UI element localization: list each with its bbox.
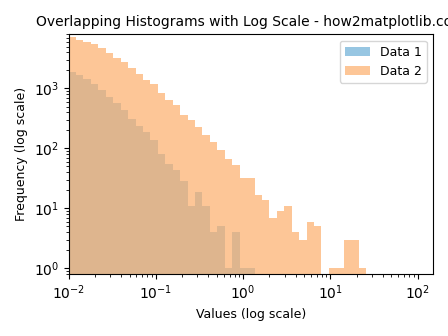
Bar	[165, 100, 172, 336]
Bar	[210, 142, 217, 336]
Bar	[69, 72, 76, 336]
X-axis label: Values (log scale): Values (log scale)	[196, 308, 306, 321]
Bar	[83, 42, 91, 336]
Bar	[180, 115, 188, 336]
Bar	[106, 97, 113, 336]
Bar	[121, 62, 128, 336]
Bar	[172, 106, 180, 336]
Bar	[83, 79, 91, 336]
Bar	[232, 165, 240, 336]
Bar	[351, 240, 359, 336]
Bar	[195, 127, 202, 336]
Bar	[277, 211, 284, 336]
Bar	[76, 75, 83, 336]
Bar	[225, 159, 232, 336]
Bar	[151, 84, 158, 336]
Bar	[217, 150, 225, 336]
Bar	[284, 206, 292, 336]
Bar	[240, 268, 247, 336]
Bar	[247, 178, 254, 336]
Bar	[151, 140, 158, 336]
Y-axis label: Frequency (log scale): Frequency (log scale)	[15, 87, 28, 221]
Bar	[143, 132, 151, 336]
Bar	[91, 44, 98, 336]
Bar	[262, 200, 269, 336]
Bar	[336, 268, 344, 336]
Bar	[306, 222, 314, 336]
Bar	[135, 126, 143, 336]
Bar	[210, 232, 217, 336]
Bar	[158, 93, 165, 336]
Bar	[165, 164, 172, 336]
Bar	[113, 102, 121, 336]
Bar	[240, 178, 247, 336]
Bar	[128, 68, 135, 336]
Title: Overlapping Histograms with Log Scale - how2matplotlib.com: Overlapping Histograms with Log Scale - …	[36, 15, 448, 29]
Bar	[247, 268, 254, 336]
Bar	[113, 58, 121, 336]
Bar	[180, 181, 188, 336]
Bar	[344, 240, 351, 336]
Bar	[225, 268, 232, 336]
Bar	[195, 192, 202, 336]
Bar	[217, 226, 225, 336]
Bar	[106, 53, 113, 336]
Bar	[269, 218, 277, 336]
Bar	[292, 232, 299, 336]
Bar	[299, 240, 306, 336]
Bar	[188, 206, 195, 336]
Bar	[98, 48, 106, 336]
Bar	[98, 90, 106, 336]
Bar	[254, 195, 262, 336]
Bar	[128, 120, 135, 336]
Bar	[232, 232, 240, 336]
Bar	[172, 170, 180, 336]
Bar	[188, 120, 195, 336]
Bar	[314, 226, 322, 336]
Bar	[69, 37, 76, 336]
Bar	[329, 268, 336, 336]
Legend: Data 1, Data 2: Data 1, Data 2	[340, 41, 427, 83]
Bar	[76, 40, 83, 336]
Bar	[143, 80, 151, 336]
Bar	[202, 135, 210, 336]
Bar	[202, 206, 210, 336]
Bar	[121, 110, 128, 336]
Bar	[135, 74, 143, 336]
Bar	[91, 84, 98, 336]
Bar	[158, 154, 165, 336]
Bar	[359, 268, 366, 336]
